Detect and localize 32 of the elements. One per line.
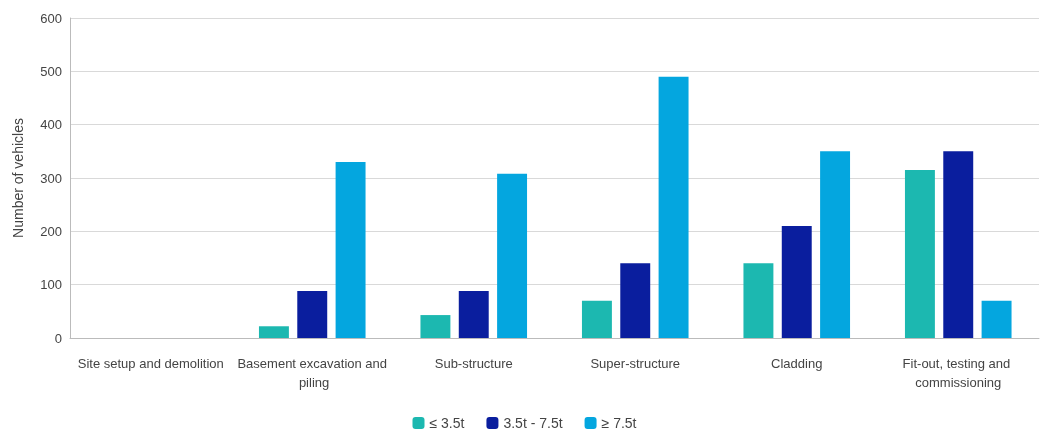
x-tick-label: Sub-structure xyxy=(434,356,513,371)
y-tick-label: 0 xyxy=(54,330,62,346)
y-tick-label: 500 xyxy=(40,63,62,79)
bar xyxy=(497,173,528,338)
y-tick-label: 300 xyxy=(40,170,62,186)
bar xyxy=(743,263,774,338)
bar xyxy=(620,263,651,338)
legend-label: ≤ 3.5t xyxy=(429,415,465,431)
x-tick-label: Basement excavation and piling xyxy=(237,356,388,390)
x-tick-label: Cladding xyxy=(771,356,823,371)
y-tick-label: 100 xyxy=(40,277,62,293)
bar xyxy=(335,162,366,338)
y-tick-label: 200 xyxy=(40,223,62,239)
bar xyxy=(781,226,812,338)
y-tick-label: 600 xyxy=(40,10,62,26)
bar xyxy=(258,326,289,338)
x-tick-label: Fit-out, testing and commissioning xyxy=(902,356,1014,390)
legend-label: 3.5t - 7.5t xyxy=(503,415,563,431)
bar xyxy=(420,315,451,338)
bar xyxy=(904,170,935,338)
bar xyxy=(658,76,689,338)
legend-label: ≥ 7.5t xyxy=(601,415,637,431)
y-tick-label: 400 xyxy=(40,117,62,133)
x-tick-label: Super-structure xyxy=(590,356,681,371)
bar xyxy=(581,300,612,338)
bar xyxy=(943,151,974,338)
bar xyxy=(458,291,489,338)
bar xyxy=(981,300,1012,338)
x-tick-label: Site setup and demolition xyxy=(77,356,224,371)
bar xyxy=(297,291,328,338)
bar xyxy=(820,151,851,338)
y-axis-title: Number of vehicles xyxy=(10,118,26,238)
